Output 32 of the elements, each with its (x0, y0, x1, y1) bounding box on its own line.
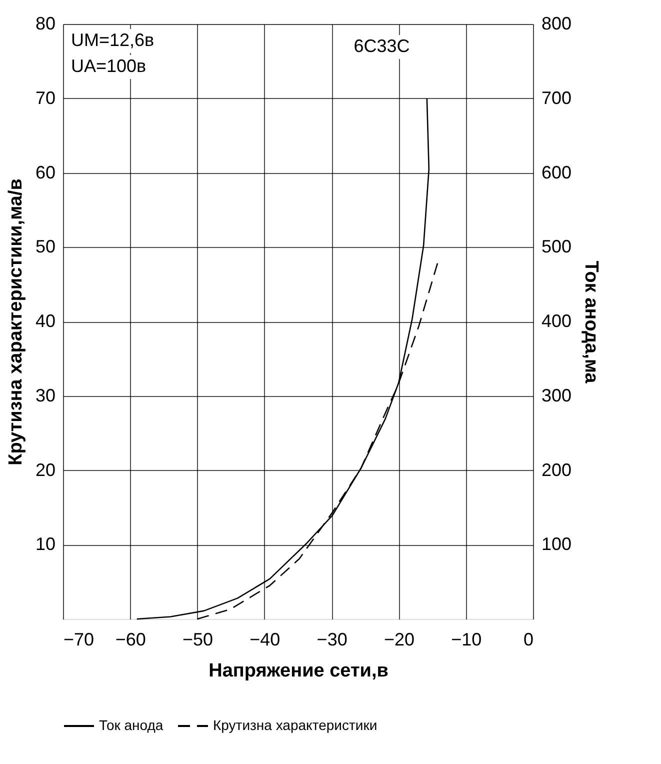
x-tick-label: −30 (316, 630, 348, 650)
y-tick-label: 80 (35, 14, 56, 34)
x-tick-label: 0 (523, 630, 534, 650)
annotation: 6C33C (354, 36, 410, 56)
x-tick-label: −40 (250, 630, 280, 650)
y-tick-label: 70 (35, 88, 56, 108)
y2-tick-label: 800 (542, 14, 572, 34)
x-tick-label: −60 (115, 630, 146, 650)
x-tick-label: −20 (384, 630, 414, 650)
y-tick-label: 10 (35, 534, 56, 554)
y-tick-label: 60 (35, 162, 56, 182)
y2-tick-label: 700 (542, 88, 572, 108)
x-tick-label: −10 (451, 630, 482, 650)
y2-tick-label: 200 (542, 460, 572, 480)
y2-tick-label: 400 (542, 311, 572, 331)
annotation: UM=12,6в (71, 30, 154, 50)
y-tick-label: 30 (35, 385, 56, 406)
y-axis-title: Крутизна характеристики,ма/в (5, 178, 26, 466)
y2-tick-label: 500 (542, 236, 572, 257)
y-tick-label: 40 (35, 311, 56, 331)
x-tick-label: −50 (182, 630, 214, 650)
y2-axis-title: Ток анода,ма (580, 260, 602, 384)
y2-tick-label: 600 (542, 162, 572, 182)
x-axis-title: Напряжение сети,в (208, 660, 388, 682)
y2-tick-label: 100 (542, 534, 572, 554)
legend-label: Крутизна характеристики (213, 717, 378, 733)
y-tick-label: 20 (35, 460, 56, 480)
annotation: UA=100в (71, 56, 146, 76)
y-tick-label: 50 (35, 236, 56, 257)
x-tick-label: −70 (64, 630, 94, 650)
legend-label: Ток анода (99, 717, 164, 733)
y2-tick-label: 300 (542, 385, 572, 406)
